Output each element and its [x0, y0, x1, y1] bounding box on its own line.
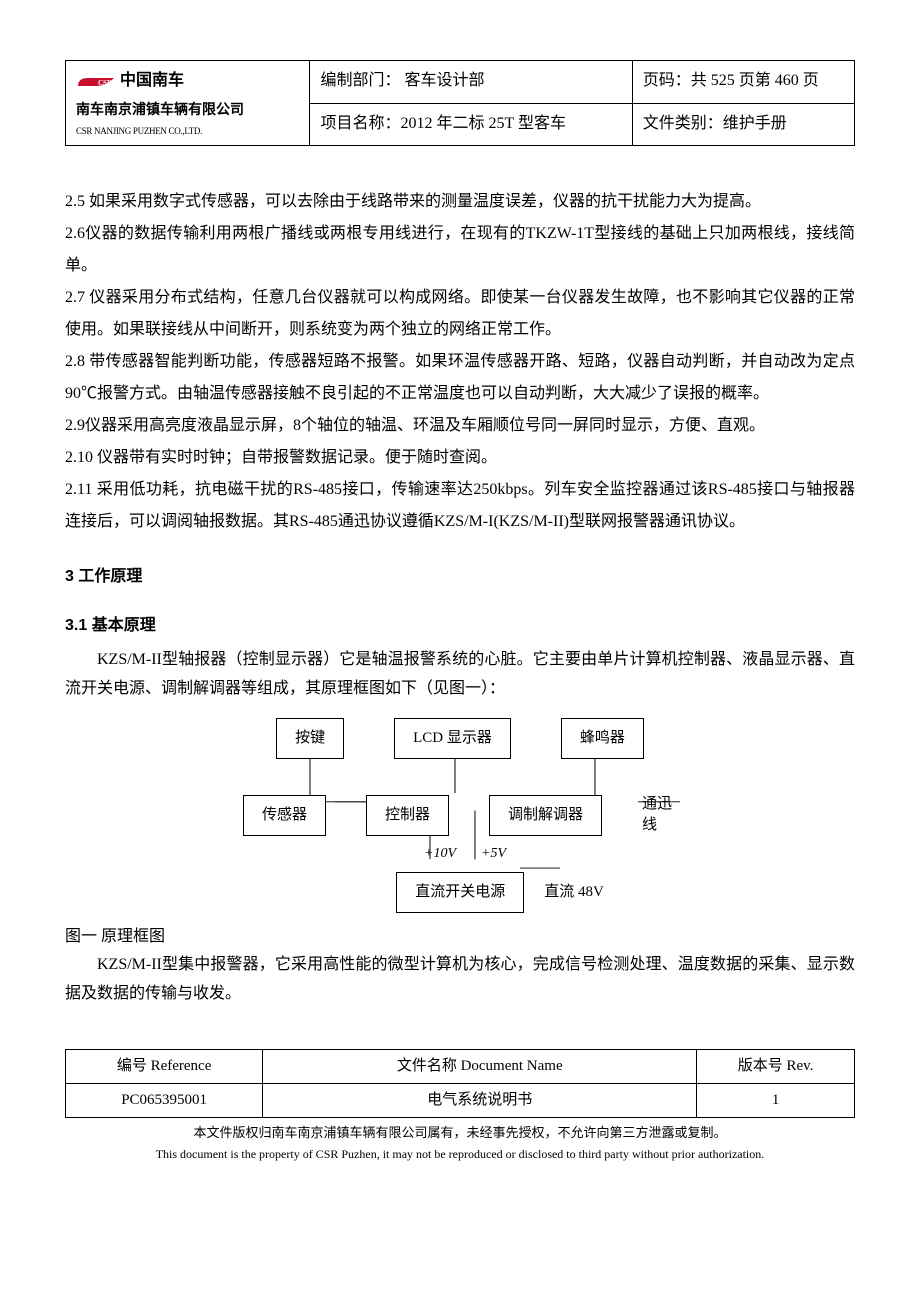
copyright-en: This document is the property of CSR Puz… [65, 1144, 855, 1166]
section-3-intro: KZS/M-II型轴报器（控制显示器）它是轴温报警系统的心脏。它主要由单片计算机… [65, 646, 855, 704]
page-number-cell: 页码：共 525 页第 460 页 [632, 61, 854, 104]
footer-c3: 1 [697, 1083, 855, 1117]
figure-caption: 图一 原理框图 [65, 923, 855, 952]
diagram-container: 按键 LCD 显示器 蜂鸣器 传感器 控制器 调制解调器 通迅线 +10V +5… [65, 718, 855, 912]
para-2-8: 2.8 带传感器智能判断功能，传感器短路不报警。如果环温传感器开路、短路，仪器自… [65, 346, 855, 410]
para-2-11: 2.11 采用低功耗，抗电磁干扰的RS-485接口，传输速率达250kbps。列… [65, 474, 855, 538]
header-table: CSR 中国南车 南车南京浦镇车辆有限公司 CSR NANJING PUZHEN… [65, 60, 855, 146]
para-2-6: 2.6仪器的数据传输利用两根广播线或两根专用线进行，在现有的TKZW-1T型接线… [65, 218, 855, 282]
company-name-cn: 南车南京浦镇车辆有限公司 [76, 98, 299, 123]
footer-c2: 电气系统说明书 [263, 1083, 697, 1117]
footer-h2: 文件名称 Document Name [263, 1049, 697, 1083]
para-2-7: 2.7 仪器采用分布式结构，任意几台仪器就可以构成网络。即使某一台仪器发生故障，… [65, 282, 855, 346]
diagram-box-keys: 按键 [276, 718, 344, 759]
diagram-box-buzzer: 蜂鸣器 [561, 718, 644, 759]
diagram-box-sensor: 传感器 [243, 795, 326, 836]
project-cell: 项目名称：2012 年二标 25T 型客车 [310, 103, 632, 146]
svg-text:CSR: CSR [98, 79, 113, 87]
company-name-en: CSR NANJING PUZHEN CO.,LTD. [76, 123, 299, 139]
diagram-box-power: 直流开关电源 [396, 872, 524, 913]
para-2-9: 2.9仪器采用高亮度液晶显示屏，8个轴位的轴温、环温及车厢顺位号同一屏同时显示，… [65, 410, 855, 442]
section-3-title: 3 工作原理 [65, 563, 855, 592]
footer-table: 编号 Reference 文件名称 Document Name 版本号 Rev.… [65, 1049, 855, 1118]
para-2-5: 2.5 如果采用数字式传感器，可以去除由于线路带来的测量温度误差，仪器的抗干扰能… [65, 186, 855, 218]
section-3-1-title: 3.1 基本原理 [65, 612, 855, 641]
footer: 编号 Reference 文件名称 Document Name 版本号 Rev.… [65, 1049, 855, 1166]
logo-cell: CSR 中国南车 南车南京浦镇车辆有限公司 CSR NANJING PUZHEN… [66, 61, 310, 146]
diagram-box-modem: 调制解调器 [489, 795, 602, 836]
section-3-outro: KZS/M-II型集中报警器，它采用高性能的微型计算机为核心，完成信号检测处理、… [65, 951, 855, 1009]
footer-c1: PC065395001 [66, 1083, 263, 1117]
logo-cn-text: 中国南车 [120, 67, 184, 96]
diagram-box-controller: 控制器 [366, 795, 449, 836]
csr-logo-icon: CSR [76, 72, 116, 90]
footer-h3: 版本号 Rev. [697, 1049, 855, 1083]
doc-type-cell: 文件类别：维护手册 [632, 103, 854, 146]
para-2-10: 2.10 仪器带有实时时钟；自带报警数据记录。便于随时查阅。 [65, 442, 855, 474]
copyright-cn: 本文件版权归南车南京浦镇车辆有限公司属有，未经事先授权，不允许向第三方泄露或复制… [65, 1121, 855, 1144]
content-body: 2.5 如果采用数字式传感器，可以去除由于线路带来的测量温度误差，仪器的抗干扰能… [65, 186, 855, 1009]
diagram-box-lcd: LCD 显示器 [394, 718, 511, 759]
footer-h1: 编号 Reference [66, 1049, 263, 1083]
dept-cell: 编制部门： 客车设计部 [310, 61, 632, 104]
